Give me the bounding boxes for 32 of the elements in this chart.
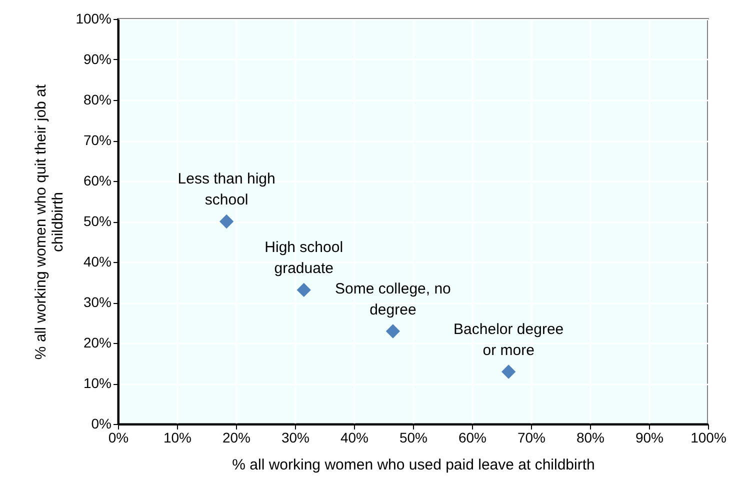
point bbox=[386, 324, 400, 338]
x-tick-label: 100% bbox=[690, 430, 726, 446]
point bbox=[219, 214, 234, 229]
y-tick-label: 30% bbox=[83, 294, 112, 310]
point bbox=[502, 364, 516, 379]
y-tick-label: 10% bbox=[83, 375, 112, 391]
x-tick-label: 90% bbox=[635, 430, 664, 446]
x-tick-label: 0% bbox=[108, 430, 129, 446]
x-tick-label: 50% bbox=[399, 430, 428, 446]
x-tick-label: 20% bbox=[222, 430, 251, 446]
y-tick-label: 50% bbox=[83, 213, 112, 229]
y-tick-label: 20% bbox=[83, 334, 112, 350]
annotation: Some college, no degree bbox=[334, 280, 451, 318]
y-tick-label: 40% bbox=[83, 254, 112, 270]
y-tick-label: 0% bbox=[91, 416, 112, 432]
x-tick-label: 40% bbox=[340, 430, 369, 446]
y-axis-title: % all working women who quit their job at childbirth bbox=[32, 84, 67, 360]
x-axis-title: % all working women who used paid leave at childbirth bbox=[232, 456, 595, 474]
y-tick-label: 100% bbox=[76, 10, 112, 26]
point bbox=[296, 282, 311, 298]
y-tick-label: 70% bbox=[83, 132, 112, 148]
x-tick-label: 30% bbox=[281, 430, 310, 446]
x-tick-label: 10% bbox=[163, 430, 192, 446]
annotation: High school graduate bbox=[264, 238, 344, 277]
x-tick-label: 80% bbox=[576, 430, 605, 446]
y-tick-label: 80% bbox=[83, 92, 112, 108]
y-tick-label: 90% bbox=[83, 51, 112, 67]
annotation: Bachelor degree or more bbox=[454, 320, 564, 359]
annotation: Less than high school bbox=[178, 170, 276, 208]
x-tick-label: 70% bbox=[517, 430, 546, 446]
x-tick-label: 60% bbox=[458, 430, 487, 446]
y-tick-label: 60% bbox=[83, 172, 112, 188]
